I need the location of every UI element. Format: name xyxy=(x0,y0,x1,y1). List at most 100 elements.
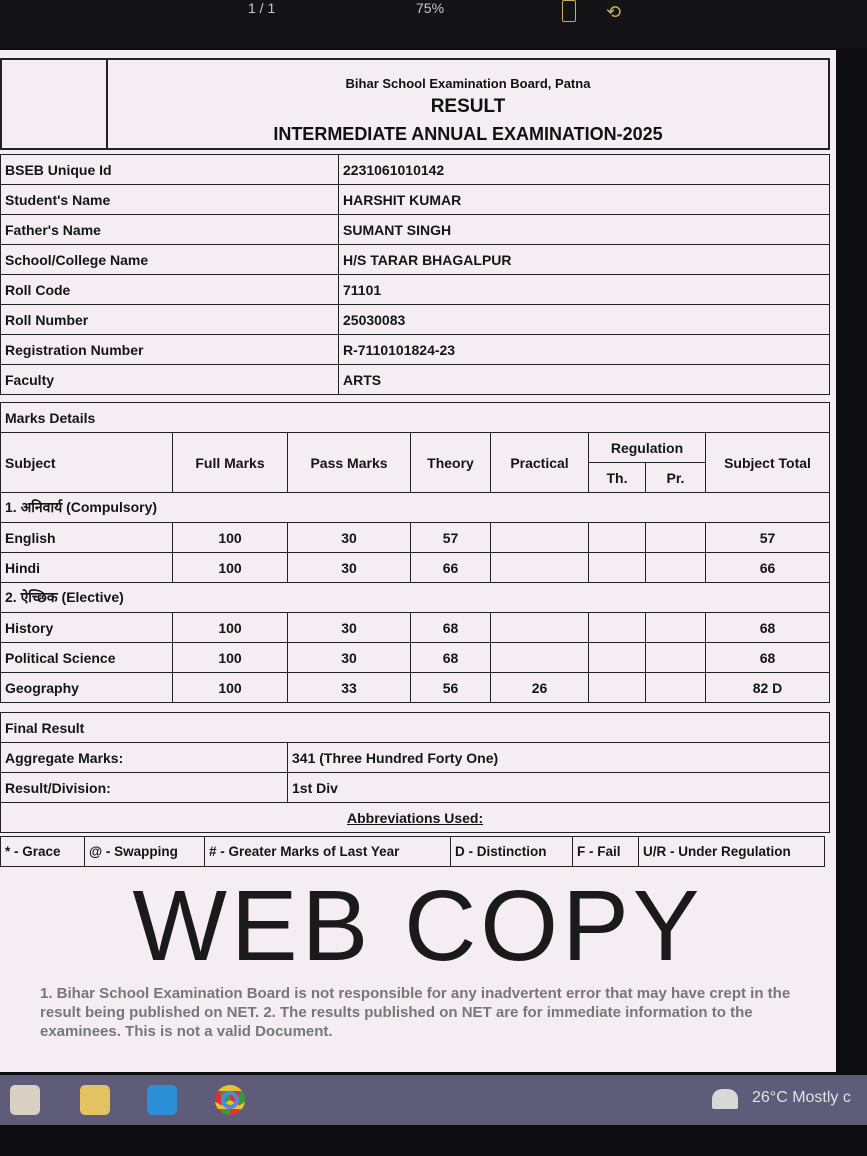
info-row: Student's Name HARSHIT KUMAR xyxy=(0,184,830,215)
logo-box xyxy=(2,60,108,148)
rotate-icon[interactable]: ⟲ xyxy=(606,2,622,22)
practical-marks: 26 xyxy=(490,672,589,703)
pass-marks: 30 xyxy=(287,522,411,553)
info-value: 2231061010142 xyxy=(338,154,830,185)
subject-total: 57 xyxy=(705,522,830,553)
abbreviation-item: U/R - Under Regulation xyxy=(638,836,825,867)
marks-details-title: Marks Details xyxy=(0,402,830,433)
col-subject: Subject xyxy=(0,432,173,493)
full-marks: 100 xyxy=(172,642,288,673)
chrome-icon[interactable] xyxy=(215,1085,245,1115)
info-row: Registration Number R-7110101824-23 xyxy=(0,334,830,365)
info-row: Roll Number 25030083 xyxy=(0,304,830,335)
zoom-level[interactable]: 75% xyxy=(416,0,445,16)
full-marks: 100 xyxy=(172,522,288,553)
info-label: School/College Name xyxy=(0,244,339,275)
col-pass-marks: Pass Marks xyxy=(287,432,411,493)
abbreviation-item: * - Grace xyxy=(0,836,85,867)
info-value: ARTS xyxy=(338,364,830,395)
abbreviation-item: D - Distinction xyxy=(450,836,573,867)
subject-row: History 100 30 68 68 xyxy=(0,612,830,643)
theory-marks: 57 xyxy=(410,522,491,553)
store-icon[interactable] xyxy=(10,1085,40,1115)
subject-group-title: 2. ऐच्छिक (Elective) xyxy=(0,582,830,613)
info-value: R-7110101824-23 xyxy=(338,334,830,365)
practical-marks xyxy=(490,612,589,643)
info-value: SUMANT SINGH xyxy=(338,214,830,245)
info-label: Registration Number xyxy=(0,334,339,365)
pass-marks: 30 xyxy=(287,552,411,583)
result-title: RESULT xyxy=(430,96,506,117)
marks-table: Marks Details Subject Full Marks Pass Ma… xyxy=(0,402,830,833)
info-label: Roll Code xyxy=(0,274,339,305)
info-label: Student's Name xyxy=(0,184,339,215)
document-header: Bihar School Examination Board, Patna RE… xyxy=(0,58,830,150)
outlook-icon[interactable] xyxy=(147,1085,177,1115)
regulation-pr xyxy=(645,522,706,553)
subject-row: Geography 100 33 56 26 82 D xyxy=(0,672,830,703)
theory-marks: 68 xyxy=(410,612,491,643)
final-result-title: Final Result xyxy=(0,712,830,743)
subject-group-title: 1. अनिवार्य (Compulsory) xyxy=(0,492,830,523)
board-name: Bihar School Examination Board, Patna xyxy=(345,76,591,91)
info-value: H/S TARAR BHAGALPUR xyxy=(338,244,830,275)
windows-taskbar: 26°C Mostly c xyxy=(0,1075,867,1125)
col-theory: Theory xyxy=(410,432,491,493)
info-value: 25030083 xyxy=(338,304,830,335)
fit-page-icon[interactable] xyxy=(562,0,576,22)
info-value: HARSHIT KUMAR xyxy=(338,184,830,215)
info-label: Father's Name xyxy=(0,214,339,245)
student-info-table: BSEB Unique Id 2231061010142 Student's Nam… xyxy=(0,154,830,395)
subject-name: Political Science xyxy=(0,642,173,673)
subject-row: Hindi 100 30 66 66 xyxy=(0,552,830,583)
theory-marks: 66 xyxy=(410,552,491,583)
abbreviations-table: * - Grace @ - Swapping # - Greater Marks o… xyxy=(0,836,825,867)
regulation-pr xyxy=(645,672,706,703)
pass-marks: 30 xyxy=(287,642,411,673)
theory-marks: 56 xyxy=(410,672,491,703)
subject-total: 82 D xyxy=(705,672,830,703)
result-label: Result/Division: xyxy=(0,772,288,803)
weather-icon[interactable] xyxy=(712,1089,738,1109)
subject-total: 68 xyxy=(705,612,830,643)
subject-name: Geography xyxy=(0,672,173,703)
page-indicator: 1 / 1 xyxy=(248,0,276,16)
subject-row: English 100 30 57 57 xyxy=(0,522,830,553)
info-value: 71101 xyxy=(338,274,830,305)
pdf-viewer-toolbar: 1 / 1 75% ⟲ xyxy=(0,0,867,48)
aggregate-label: Aggregate Marks: xyxy=(0,742,288,773)
weather-text[interactable]: 26°C Mostly c xyxy=(752,1089,851,1106)
info-label: Roll Number xyxy=(0,304,339,335)
practical-marks xyxy=(490,552,589,583)
col-reg-pr: Pr. xyxy=(645,462,706,493)
pass-marks: 33 xyxy=(287,672,411,703)
col-reg-th: Th. xyxy=(588,462,646,493)
info-row: Faculty ARTS xyxy=(0,364,830,395)
info-row: Father's Name SUMANT SINGH xyxy=(0,214,830,245)
info-label: Faculty xyxy=(0,364,339,395)
result-value: 1st Div xyxy=(287,772,830,803)
col-practical: Practical xyxy=(490,432,589,493)
subject-total: 66 xyxy=(705,552,830,583)
col-subject-total: Subject Total xyxy=(705,432,830,493)
practical-marks xyxy=(490,642,589,673)
regulation-pr xyxy=(645,642,706,673)
regulation-th xyxy=(588,642,646,673)
regulation-pr xyxy=(645,612,706,643)
full-marks: 100 xyxy=(172,612,288,643)
info-label: BSEB Unique Id xyxy=(0,154,339,185)
abbreviations-title: Abbreviations Used: xyxy=(0,802,830,833)
info-row: BSEB Unique Id 2231061010142 xyxy=(0,154,830,185)
result-document: Bihar School Examination Board, Patna RE… xyxy=(0,50,836,1072)
subject-name: Hindi xyxy=(0,552,173,583)
abbreviation-item: @ - Swapping xyxy=(84,836,205,867)
regulation-th xyxy=(588,552,646,583)
subject-name: English xyxy=(0,522,173,553)
subject-name: History xyxy=(0,612,173,643)
aggregate-value: 341 (Three Hundred Forty One) xyxy=(287,742,830,773)
practical-marks xyxy=(490,522,589,553)
abbreviation-item: # - Greater Marks of Last Year xyxy=(204,836,451,867)
pass-marks: 30 xyxy=(287,612,411,643)
file-explorer-icon[interactable] xyxy=(80,1085,110,1115)
regulation-th xyxy=(588,612,646,643)
